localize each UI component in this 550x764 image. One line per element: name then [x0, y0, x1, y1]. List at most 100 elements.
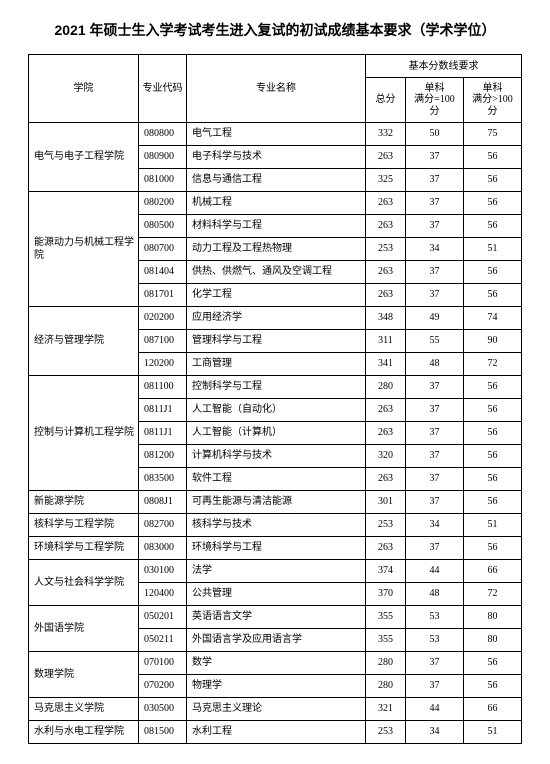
cell-s1: 34	[405, 513, 463, 536]
cell-code: 080500	[139, 214, 187, 237]
cell-total: 341	[365, 352, 405, 375]
cell-college: 人文与社会科学学院	[29, 559, 139, 605]
cell-name: 应用经济学	[187, 306, 366, 329]
cell-name: 外国语言学及应用语言学	[187, 628, 366, 651]
table-row: 新能源学院0808J1可再生能源与清洁能源3013756	[29, 490, 522, 513]
cell-name: 计算机科学与技术	[187, 444, 366, 467]
cell-name: 材料科学与工程	[187, 214, 366, 237]
cell-s1: 37	[405, 191, 463, 214]
cell-s1: 37	[405, 145, 463, 168]
cell-s1: 34	[405, 720, 463, 743]
cell-s1: 37	[405, 490, 463, 513]
cell-s1: 37	[405, 375, 463, 398]
cell-code: 0811J1	[139, 398, 187, 421]
cell-code: 050201	[139, 605, 187, 628]
cell-code: 081200	[139, 444, 187, 467]
cell-s2: 56	[463, 145, 521, 168]
cell-total: 263	[365, 421, 405, 444]
cell-s2: 51	[463, 237, 521, 260]
cell-name: 化学工程	[187, 283, 366, 306]
cell-s2: 51	[463, 720, 521, 743]
cell-college: 数理学院	[29, 651, 139, 697]
cell-total: 263	[365, 145, 405, 168]
cell-name: 机械工程	[187, 191, 366, 214]
cell-name: 水利工程	[187, 720, 366, 743]
cell-name: 工商管理	[187, 352, 366, 375]
cell-s2: 56	[463, 260, 521, 283]
table-row: 人文与社会科学学院030100法学3744466	[29, 559, 522, 582]
cell-s1: 44	[405, 697, 463, 720]
cell-code: 020200	[139, 306, 187, 329]
cell-s2: 56	[463, 467, 521, 490]
cell-name: 软件工程	[187, 467, 366, 490]
cell-s1: 37	[405, 421, 463, 444]
cell-college: 外国语学院	[29, 605, 139, 651]
cell-s1: 37	[405, 214, 463, 237]
cell-code: 070100	[139, 651, 187, 674]
cell-total: 253	[365, 720, 405, 743]
cell-total: 253	[365, 237, 405, 260]
table-row: 电气与电子工程学院080800电气工程3325075	[29, 122, 522, 145]
table-row: 能源动力与机械工程学院080200机械工程2633756	[29, 191, 522, 214]
cell-name: 电气工程	[187, 122, 366, 145]
cell-college: 核科学与工程学院	[29, 513, 139, 536]
cell-name: 人工智能（计算机）	[187, 421, 366, 444]
cell-code: 080200	[139, 191, 187, 214]
cell-total: 263	[365, 214, 405, 237]
cell-total: 263	[365, 536, 405, 559]
cell-s2: 80	[463, 628, 521, 651]
cell-s1: 48	[405, 582, 463, 605]
cell-total: 348	[365, 306, 405, 329]
cell-total: 263	[365, 260, 405, 283]
th-sub2: 单科满分>100 分	[463, 78, 521, 123]
cell-s2: 90	[463, 329, 521, 352]
cell-code: 080800	[139, 122, 187, 145]
cell-s1: 37	[405, 168, 463, 191]
cell-total: 280	[365, 375, 405, 398]
cell-s2: 51	[463, 513, 521, 536]
cell-total: 370	[365, 582, 405, 605]
cell-total: 263	[365, 191, 405, 214]
cell-college: 新能源学院	[29, 490, 139, 513]
cell-total: 332	[365, 122, 405, 145]
cell-s2: 56	[463, 651, 521, 674]
cell-total: 301	[365, 490, 405, 513]
cell-s2: 75	[463, 122, 521, 145]
cell-code: 080700	[139, 237, 187, 260]
table-row: 马克思主义学院030500马克思主义理论3214466	[29, 697, 522, 720]
cell-s2: 56	[463, 421, 521, 444]
cell-s1: 48	[405, 352, 463, 375]
cell-code: 120400	[139, 582, 187, 605]
cell-s2: 56	[463, 191, 521, 214]
cell-s1: 37	[405, 467, 463, 490]
cell-name: 核科学与技术	[187, 513, 366, 536]
cell-name: 可再生能源与清洁能源	[187, 490, 366, 513]
cell-s1: 53	[405, 628, 463, 651]
table-row: 核科学与工程学院082700核科学与技术2533451	[29, 513, 522, 536]
cell-s1: 37	[405, 398, 463, 421]
cell-code: 083500	[139, 467, 187, 490]
cell-s2: 56	[463, 375, 521, 398]
cell-name: 供热、供燃气、通风及空调工程	[187, 260, 366, 283]
cell-name: 信息与通信工程	[187, 168, 366, 191]
cell-s2: 56	[463, 490, 521, 513]
cell-s2: 66	[463, 697, 521, 720]
table-header: 学院 专业代码 专业名称 基本分数线要求 总分 单科满分=100 分 单科满分>…	[29, 55, 522, 123]
cell-name: 管理科学与工程	[187, 329, 366, 352]
cell-total: 263	[365, 467, 405, 490]
cell-name: 环境科学与工程	[187, 536, 366, 559]
cell-code: 120200	[139, 352, 187, 375]
cell-total: 355	[365, 628, 405, 651]
cell-s2: 56	[463, 444, 521, 467]
cell-s2: 72	[463, 582, 521, 605]
cell-name: 控制科学与工程	[187, 375, 366, 398]
table-row: 水利与水电工程学院081500水利工程2533451	[29, 720, 522, 743]
cell-code: 082700	[139, 513, 187, 536]
cell-total: 374	[365, 559, 405, 582]
cell-code: 070200	[139, 674, 187, 697]
cell-s2: 56	[463, 398, 521, 421]
score-table: 学院 专业代码 专业名称 基本分数线要求 总分 单科满分=100 分 单科满分>…	[28, 54, 522, 744]
cell-code: 030500	[139, 697, 187, 720]
cell-name: 动力工程及工程热物理	[187, 237, 366, 260]
cell-code: 081404	[139, 260, 187, 283]
